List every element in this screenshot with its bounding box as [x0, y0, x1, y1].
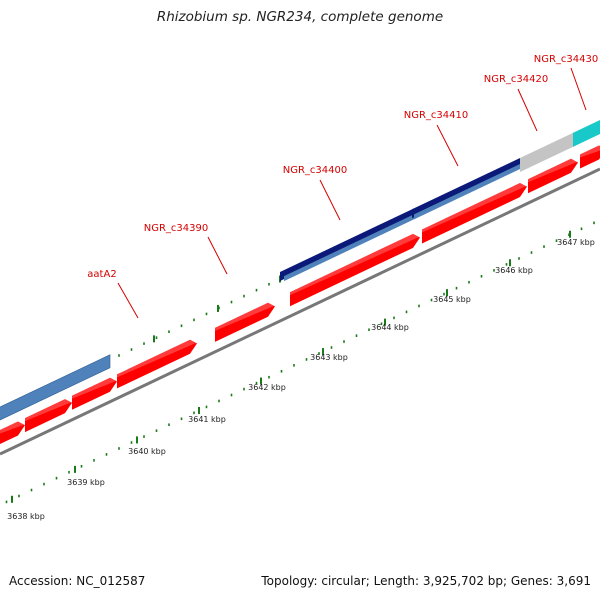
accession-text: Accession: NC_012587 — [9, 574, 146, 588]
gene-bar-NGR_c34400-light — [284, 212, 417, 282]
gene-leader-line — [436, 124, 459, 167]
cds-arrow — [528, 158, 578, 194]
kbp-scale-label: 3639 kbp — [67, 478, 105, 487]
cds-arrow — [117, 339, 197, 389]
gene-leader-line — [570, 67, 587, 111]
cds-arrow-highlight — [0, 421, 25, 434]
map-title: Rhizobium sp. NGR234, complete genome — [156, 9, 444, 25]
cds-arrow-highlight — [290, 233, 420, 296]
cds-arrow-highlight — [528, 158, 578, 183]
cds-arrow — [290, 233, 420, 307]
gene-bar-aatA2 — [0, 354, 111, 421]
cds-arrow — [422, 183, 527, 244]
gene-label-aatA2: aatA2 — [87, 269, 116, 280]
gene-leader-line — [207, 236, 228, 275]
kbp-label-layer: 3638 kbp 3639 kbp 3640 kbp 3641 kbp 3642 kbp… — [7, 238, 595, 521]
kbp-scale-label: 3642 kbp — [248, 383, 286, 392]
kbp-scale-label: 3638 kbp — [7, 512, 45, 521]
genome-backbone — [0, 167, 600, 456]
cds-arrow-highlight — [422, 183, 527, 233]
kbp-scale-label: 3644 kbp — [371, 323, 409, 332]
kbp-scale-label: 3643 kbp — [310, 353, 348, 362]
cds-arrow — [215, 302, 275, 342]
gene-label-layer: aatA2 NGR_c34390 NGR_c34400 NGR_c34410 NGR_c… — [87, 54, 599, 319]
cds-arrow — [72, 377, 117, 410]
gene-label-NGR_c34420: NGR_c34420 — [484, 74, 549, 85]
gene-leader-line — [319, 179, 341, 221]
kbp-scale-label: 3646 kbp — [495, 266, 533, 275]
kbp-scale-label: 3647 kbp — [557, 238, 595, 247]
kbp-scale-label: 3641 kbp — [188, 415, 226, 424]
gene-label-NGR_c34400: NGR_c34400 — [283, 165, 348, 176]
gene-leader-line — [517, 88, 538, 132]
genome-summary-text: Topology: circular; Length: 3,925,702 bp… — [261, 574, 591, 588]
cds-arrow — [25, 399, 72, 433]
lower-tick-track — [5, 221, 595, 504]
cds-arrow-highlight — [580, 145, 600, 158]
gene-bar-NGR_c34430 — [573, 120, 600, 147]
gene-leader-line — [117, 282, 139, 319]
kbp-scale-label: 3640 kbp — [128, 447, 166, 456]
feature-track — [0, 120, 600, 444]
cds-arrow-highlight — [215, 302, 275, 331]
gene-label-NGR_c34390: NGR_c34390 — [144, 223, 209, 234]
cds-arrow-highlight — [25, 399, 72, 422]
gene-bar-NGR_c34410-light — [414, 162, 524, 220]
cds-arrow-highlight — [117, 339, 197, 378]
gene-bar-NGR_c34420 — [520, 132, 574, 172]
kbp-scale-label: 3645 kbp — [433, 295, 471, 304]
cds-arrow-highlight — [72, 377, 117, 399]
gene-label-NGR_c34430: NGR_c34430 — [534, 54, 599, 65]
gene-label-NGR_c34410: NGR_c34410 — [404, 110, 469, 121]
